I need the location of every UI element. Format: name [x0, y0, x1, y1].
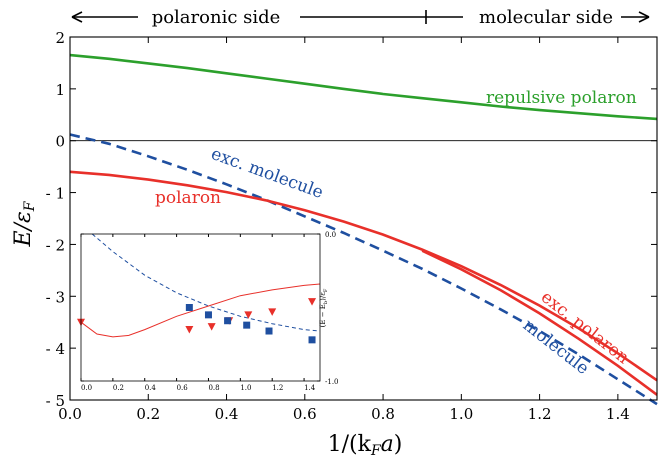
banner-left-label: polaronic side — [152, 7, 281, 28]
frame — [69, 36, 658, 401]
x-tick-label: 0.4 — [215, 405, 239, 423]
y-tick-label: 1 — [55, 81, 65, 99]
inset-x-tick-label: 0.0 — [81, 384, 92, 392]
inset-triangle-marker — [207, 323, 216, 331]
inset-square-marker — [224, 317, 232, 325]
y-axis-title: E/εF — [11, 200, 38, 247]
inset-triangle-marker — [185, 326, 194, 334]
y-tick-label: - 3 — [46, 288, 65, 306]
label-repulsive-polaron: repulsive polaron — [486, 88, 637, 108]
inset-x-tick-label: 0.4 — [145, 384, 157, 392]
x-tick-label: 0.2 — [136, 405, 160, 423]
inset-y-axis-title: (E − Eb)/εF — [319, 288, 329, 327]
inset-background — [81, 234, 320, 381]
inset-triangle-marker — [308, 298, 317, 306]
y-tick-label: - 4 — [46, 340, 65, 358]
inset-y-tick-label: 0.0 — [325, 231, 336, 239]
inset-triangle-marker — [244, 311, 253, 319]
inset-square-marker — [265, 327, 273, 335]
banner-right-label: molecular side — [479, 7, 613, 28]
inset-series-1-line — [80, 283, 321, 338]
inset-square-marker — [308, 336, 316, 344]
y-tick-label: 2 — [55, 29, 65, 47]
x-axis-title: 1/(kFa) — [328, 432, 403, 459]
inset-x-tick-label: 0.8 — [208, 384, 219, 392]
x-tick-label: 0.8 — [371, 405, 395, 423]
x-tick-label: 1.4 — [606, 405, 630, 423]
series-3-line — [421, 249, 658, 396]
inset-series-0-line — [91, 233, 321, 332]
inset-square-marker — [204, 311, 212, 319]
y-tick-label: - 2 — [46, 236, 65, 254]
label-exc-molecule: exc. molecule — [208, 144, 326, 203]
label-polaron: polaron — [155, 188, 221, 208]
inset-square-marker — [243, 321, 251, 329]
inset-x-tick-label: 0.6 — [177, 384, 189, 392]
y-tick-label: - 1 — [46, 185, 65, 203]
inset-frame — [80, 233, 321, 382]
x-tick-label: 0.6 — [293, 405, 317, 423]
inset-x-tick-label: 1.0 — [240, 384, 251, 392]
y-tick-label: - 5 — [46, 392, 65, 410]
inset-square-marker — [185, 304, 193, 311]
inset-x-tick-label: 1.2 — [272, 384, 283, 392]
inset-x-tick-label: 0.2 — [113, 384, 124, 392]
main-plot: 0.0 0.2 0.4 0.6 0.8 1.0 1.2 1.4 2 1 0 - 1 - 2 - 3 - 4 -… — [46, 29, 658, 423]
inset-triangle-marker — [268, 308, 277, 316]
banner-arrow-right-head — [638, 11, 650, 23]
top-banner: polaronic side molecular side — [71, 7, 650, 28]
inset-x-tick-label: 1.4 — [304, 384, 316, 392]
x-tick-label: 1.2 — [528, 405, 552, 423]
x-tick-label: 0.0 — [58, 405, 82, 423]
series-polaron-line — [69, 170, 658, 382]
x-tick-label: 1.0 — [449, 405, 473, 423]
series-exc-molecule-line — [69, 133, 658, 406]
series-repulsive-polaron-line — [69, 53, 658, 121]
banner-arrow-left-head — [71, 11, 83, 23]
y-tick-label: 0 — [55, 133, 65, 151]
inset-plot: 0.0 0.2 0.4 0.6 0.8 1.0 1.2 1.4 0.0 -1.0 — [77, 231, 339, 392]
inset-y-tick-label: -1.0 — [325, 378, 339, 386]
